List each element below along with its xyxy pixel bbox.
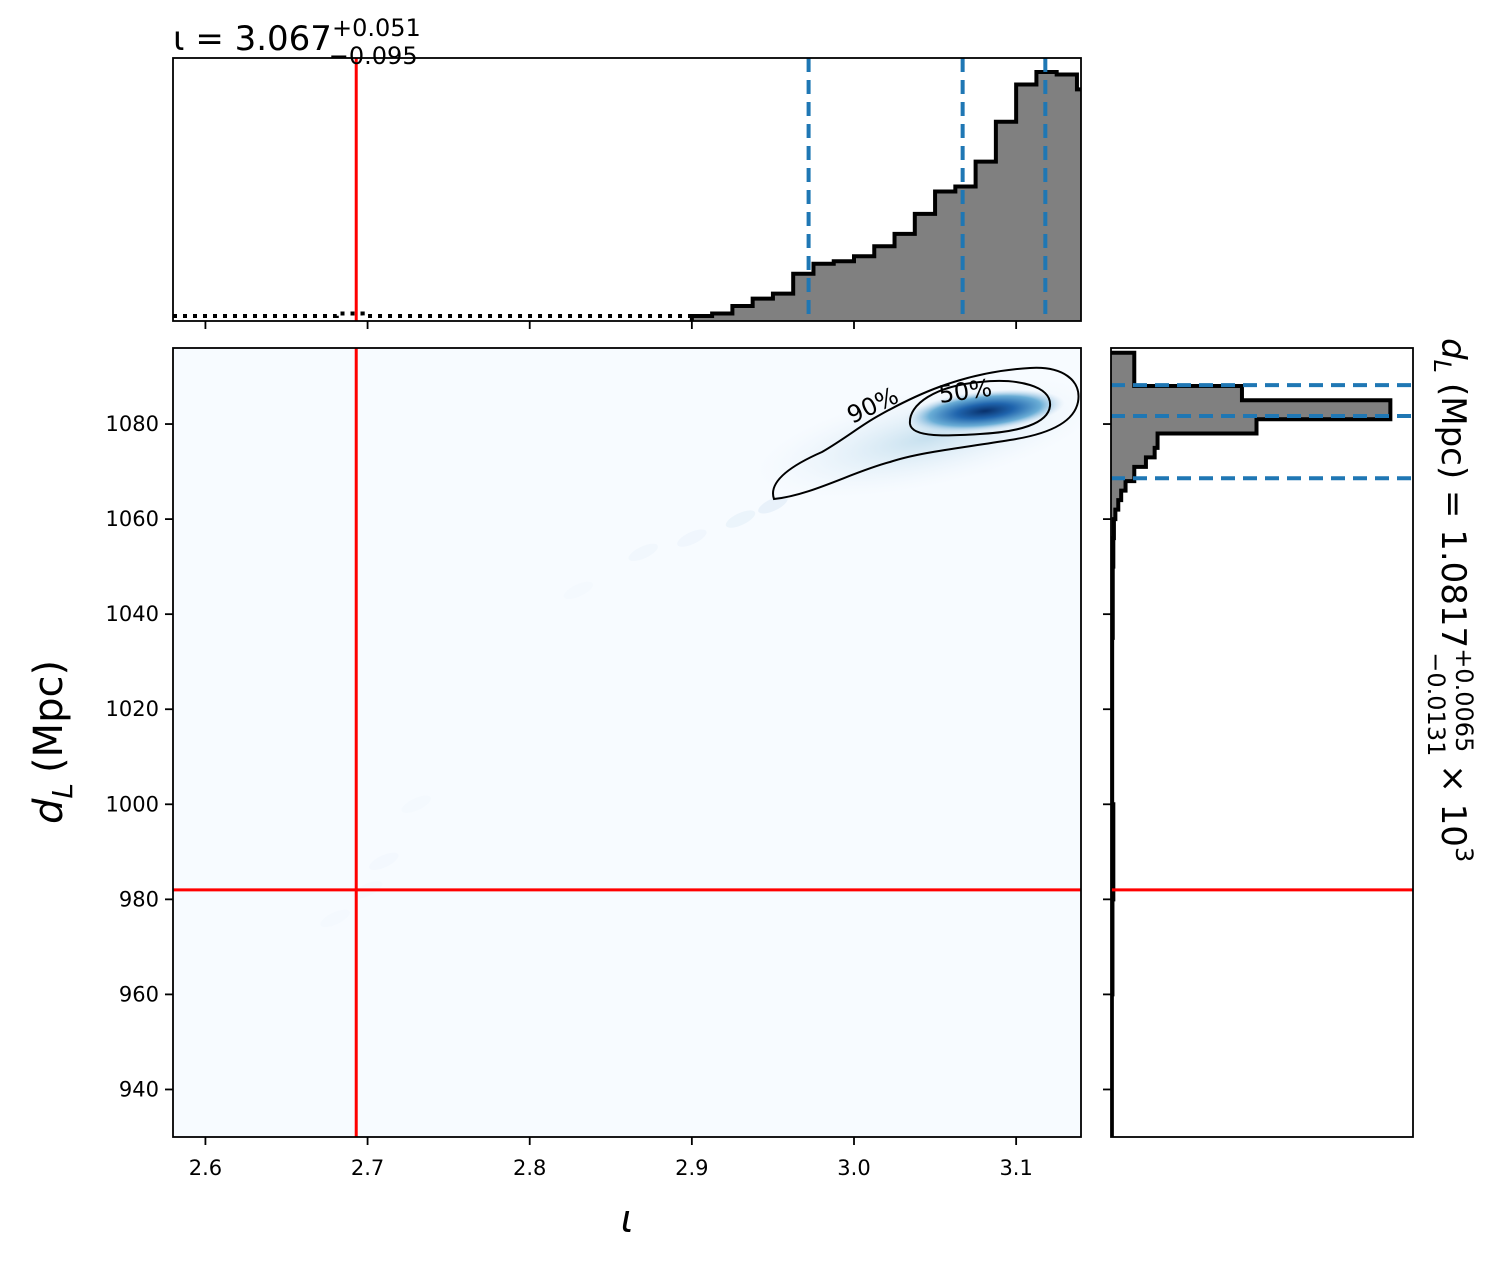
top-panel-frame xyxy=(172,57,1082,322)
contour-50 xyxy=(908,380,1052,437)
dL-title-exp: 3 xyxy=(1450,847,1478,862)
iota-histogram-outline xyxy=(689,70,1081,321)
x-tick-label: 2.9 xyxy=(675,1156,708,1180)
density-tail-sample xyxy=(725,510,756,528)
contour-90 xyxy=(772,366,1080,501)
dL-title-main: (Mpc) = 1.0817 xyxy=(1433,383,1473,648)
iota-title-sup: +0.051 xyxy=(332,14,421,42)
right-panel: dL(Mpc) = 1.0817+0.0065−0.0131× 103 xyxy=(1103,338,1478,1138)
y-axis-label-unit: (Mpc) xyxy=(26,660,72,773)
dL-title-sup: +0.0065 xyxy=(1450,648,1478,752)
x-tick-label: 2.7 xyxy=(351,1156,384,1180)
main-panel: 90% 50% 2.6 2.7 2.8 2.9 3.0 3.1 9409609801000… xyxy=(26,347,1082,1241)
y-tick-label: 1040 xyxy=(106,602,159,626)
y-tick-label: 980 xyxy=(119,887,159,911)
dL-title-suffix: × 10 xyxy=(1433,764,1473,847)
y-tick-label: 960 xyxy=(119,982,159,1006)
density-tail-sample xyxy=(401,795,431,813)
x-tick-label: 3.0 xyxy=(837,1156,870,1180)
y-axis-label: dL(Mpc) xyxy=(26,660,79,824)
density-tail-sample xyxy=(628,543,658,562)
dL-title: dL(Mpc) = 1.0817+0.0065−0.0131× 103 xyxy=(1422,338,1478,862)
density-core xyxy=(905,389,1065,433)
main-panel-xticks: 2.6 2.7 2.8 2.9 3.0 3.1 xyxy=(189,1137,1033,1180)
density-tail-sample xyxy=(563,581,594,600)
main-panel-yticks: 940 960 980 1000 1020 1040 1060 1080 xyxy=(106,412,173,1101)
right-panel-yticks xyxy=(1103,423,1111,1091)
y-tick-label: 1020 xyxy=(106,697,159,721)
dL-histogram-fill xyxy=(1111,352,1391,1137)
x-tick-label: 2.6 xyxy=(189,1156,222,1180)
right-panel-frame xyxy=(1110,347,1414,1138)
y-tick-label: 1080 xyxy=(106,412,159,436)
x-tick-label: 2.8 xyxy=(513,1156,546,1180)
density-tail-sample xyxy=(369,852,399,871)
density-tail-sample xyxy=(320,909,350,928)
top-panel-xticks xyxy=(204,321,1018,329)
density-tail-sample xyxy=(677,529,707,547)
main-panel-frame xyxy=(172,347,1082,1138)
x-axis-label: ι xyxy=(621,1197,634,1241)
y-tick-label: 1000 xyxy=(106,792,159,816)
iota-title-main: ι = 3.067 xyxy=(173,19,332,59)
iota-histogram-fill xyxy=(691,72,1081,321)
y-tick-label: 940 xyxy=(119,1077,159,1101)
y-tick-label: 1060 xyxy=(106,507,159,531)
x-tick-label: 3.1 xyxy=(999,1156,1032,1180)
iota-title-sub: −0.095 xyxy=(329,42,418,70)
top-panel: ι = 3.067+0.051 −0.095 xyxy=(172,14,1082,329)
dL-histogram-outline xyxy=(1111,350,1393,1137)
dL-quantile-lines xyxy=(1111,383,1413,481)
dL-title-sub: −0.0131 xyxy=(1422,652,1450,756)
density-tail-sample xyxy=(758,496,788,514)
density-tail xyxy=(320,496,788,928)
iota-histogram-tail xyxy=(173,311,692,319)
iota-title: ι = 3.067+0.051 −0.095 xyxy=(173,14,421,70)
